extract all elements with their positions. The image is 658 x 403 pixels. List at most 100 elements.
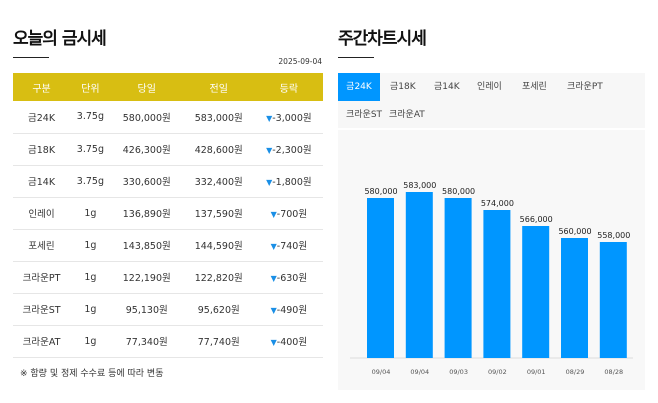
x-tick-label: 09/04 <box>410 368 429 376</box>
yesterday-price: 428,600원 <box>182 133 255 166</box>
change-cell: ▼-700원 <box>254 197 323 230</box>
x-tick-label: 09/03 <box>449 368 468 376</box>
data-label: 558,000 <box>597 231 630 240</box>
chart-title: 주간차트시세 <box>338 29 427 49</box>
item-name: 금18K <box>13 133 71 166</box>
today-price: 330,600원 <box>110 165 183 198</box>
unit: 1g <box>70 229 111 262</box>
weekly-chart: 580,000 09/04 583,000 09/04 580,000 09/03 574,… <box>338 130 645 390</box>
bar <box>561 238 588 358</box>
tab-4[interactable]: 포세린 <box>522 82 547 92</box>
bar <box>367 198 394 358</box>
unit: 3.75g <box>70 101 111 134</box>
unit: 1g <box>70 197 111 230</box>
triangle-down-icon: ▼ <box>270 306 277 315</box>
triangle-down-icon: ▼ <box>270 274 277 283</box>
bar <box>522 226 550 358</box>
data-label: 566,000 <box>520 215 553 224</box>
table-row: 금14K 3.75g 330,600원 332,400원 ▼-1,800원 <box>13 165 323 198</box>
column-header: 전일 <box>182 73 255 101</box>
yesterday-price: 144,590원 <box>182 229 255 262</box>
triangle-down-icon: ▼ <box>270 210 277 219</box>
x-tick-label: 09/01 <box>527 368 546 376</box>
column-header: 등락 <box>254 73 323 101</box>
change-value: -700원 <box>276 209 308 220</box>
change-value: -740원 <box>276 241 308 252</box>
yesterday-price: 77,740원 <box>182 325 255 358</box>
table-row: 인레이 1g 136,890원 137,590원 ▼-700원 <box>13 197 323 230</box>
table-header: 구분 단위 당일 전일 등락 <box>13 73 323 101</box>
bar <box>405 192 433 358</box>
item-name: 크라운PT <box>13 261 71 294</box>
column-header: 단위 <box>70 73 111 101</box>
unit: 3.75g <box>70 165 111 198</box>
yesterday-price: 137,590원 <box>182 197 255 230</box>
change-cell: ▼-3,000원 <box>254 101 323 134</box>
item-name: 크라운ST <box>13 293 71 326</box>
bar <box>483 210 511 358</box>
footnote: ※ 함량 및 정제 수수료 등에 따라 변동 <box>20 369 164 379</box>
change-value: -3,000원 <box>272 112 312 124</box>
item-name: 포세린 <box>13 229 71 262</box>
change-cell: ▼-400원 <box>254 325 323 358</box>
change-cell: ▼-2,300원 <box>254 133 323 166</box>
yesterday-price: 95,620원 <box>182 293 255 326</box>
today-price: 136,890원 <box>110 197 183 230</box>
change-cell: ▼-740원 <box>254 229 323 262</box>
chart-title-underline <box>338 57 374 58</box>
today-price: 95,130원 <box>110 293 183 326</box>
bar-chart: 580,000 09/04 583,000 09/04 580,000 09/03 574,… <box>350 181 633 376</box>
table-row: 금18K 3.75g 426,300원 428,600원 ▼-2,300원 <box>13 133 323 166</box>
tab-0[interactable]: 금24K <box>338 73 380 101</box>
price-table: 구분 단위 당일 전일 등락 금24K 3.75g 580,000원 583,000원 ▼-3,… <box>13 73 323 358</box>
bar <box>599 242 627 358</box>
bar <box>444 198 472 358</box>
yesterday-price: 332,400원 <box>182 165 255 198</box>
triangle-down-icon: ▼ <box>266 113 273 123</box>
table-row: 크라운PT 1g 122,190원 122,820원 ▼-630원 <box>13 261 323 294</box>
column-header: 구분 <box>13 73 71 101</box>
yesterday-price: 122,820원 <box>182 261 255 294</box>
table-row: 크라운AT 1g 77,340원 77,740원 ▼-400원 <box>13 325 323 358</box>
table-row: 크라운ST 1g 95,130원 95,620원 ▼-490원 <box>13 293 323 326</box>
tab-1[interactable]: 금18K <box>390 82 416 92</box>
data-label: 580,000 <box>364 187 397 196</box>
triangle-down-icon: ▼ <box>270 242 277 251</box>
tab-7[interactable]: 크라운AT <box>389 110 425 120</box>
page-title: 오늘의 금시세 <box>13 29 107 49</box>
table-row: 포세린 1g 143,850원 144,590원 ▼-740원 <box>13 229 323 262</box>
data-label: 580,000 <box>442 187 475 196</box>
triangle-down-icon: ▼ <box>266 146 273 155</box>
change-value: -630원 <box>276 273 308 284</box>
change-cell: ▼-490원 <box>254 293 323 326</box>
unit: 1g <box>70 261 111 294</box>
triangle-down-icon: ▼ <box>266 178 273 187</box>
data-label: 574,000 <box>481 199 514 208</box>
tab-5[interactable]: 크라운PT <box>567 82 603 92</box>
triangle-down-icon: ▼ <box>270 338 277 347</box>
tab-2[interactable]: 금14K <box>434 82 460 92</box>
data-label: 560,000 <box>558 227 591 236</box>
change-value: -400원 <box>276 337 308 348</box>
title-underline <box>13 57 49 58</box>
x-tick-label: 09/04 <box>372 368 391 376</box>
change-cell: ▼-1,800원 <box>254 165 323 198</box>
change-value: -2,300원 <box>272 145 312 156</box>
x-tick-label: 08/28 <box>604 368 623 376</box>
data-label: 583,000 <box>403 181 436 190</box>
chart-tabs: 금24K 금18K 금14K 인레이 포세린 크라운PT 크라운ST 크라운AT <box>338 73 645 128</box>
price-date: 2025-09-04 <box>278 57 322 66</box>
unit: 1g <box>70 325 111 358</box>
tab-3[interactable]: 인레이 <box>477 82 502 92</box>
x-tick-label: 09/02 <box>488 368 507 376</box>
change-value: -490원 <box>276 305 308 316</box>
unit: 1g <box>70 293 111 326</box>
tab-6[interactable]: 크라운ST <box>346 110 383 120</box>
today-price: 77,340원 <box>110 325 183 358</box>
change-value: -1,800원 <box>272 177 312 188</box>
today-price: 580,000원 <box>110 101 183 134</box>
today-price: 143,850원 <box>110 229 183 262</box>
item-name: 크라운AT <box>13 325 71 358</box>
column-header: 당일 <box>110 73 183 101</box>
item-name: 금24K <box>13 101 71 134</box>
